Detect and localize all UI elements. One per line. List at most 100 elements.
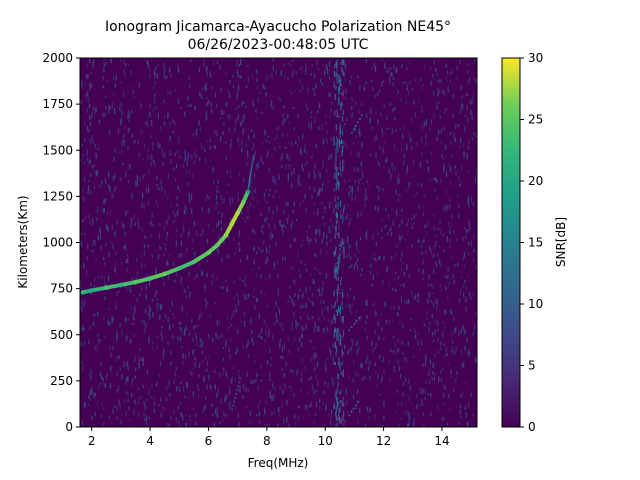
noise-pixel (192, 391, 195, 397)
noise-pixel (358, 347, 360, 351)
noise-pixel (91, 135, 93, 141)
noise-pixel (290, 385, 292, 392)
noise-pixel (442, 367, 444, 370)
band-pixel (334, 301, 336, 306)
noise-pixel (287, 76, 289, 81)
noise-pixel (82, 219, 84, 222)
noise-pixel (247, 420, 249, 426)
noise-pixel (199, 233, 202, 236)
band-pixel (342, 146, 344, 150)
noise-pixel (268, 223, 270, 228)
noise-pixel (327, 306, 329, 312)
noise-pixel (428, 380, 431, 384)
band-pixel (336, 113, 338, 118)
noise-pixel (319, 103, 321, 109)
noise-pixel (329, 114, 331, 118)
noise-pixel (396, 149, 398, 152)
band-pixel (338, 181, 340, 189)
noise-pixel (383, 104, 385, 108)
noise-pixel (217, 249, 219, 255)
noise-pixel (152, 224, 154, 227)
noise-pixel (286, 133, 288, 137)
noise-pixel (159, 360, 162, 367)
noise-pixel (343, 159, 345, 165)
noise-pixel (451, 312, 453, 315)
noise-pixel (308, 413, 310, 416)
noise-pixel (254, 150, 256, 156)
noise-pixel (294, 238, 297, 242)
noise-pixel (132, 86, 134, 90)
noise-pixel (252, 101, 254, 107)
noise-pixel (254, 188, 256, 194)
noise-pixel (272, 396, 274, 401)
noise-pixel (321, 187, 323, 192)
band-pixel (334, 110, 336, 116)
noise-pixel (470, 297, 472, 300)
noise-pixel (394, 409, 397, 413)
noise-pixel (288, 350, 290, 353)
noise-pixel (103, 276, 106, 283)
noise-pixel (389, 229, 391, 232)
band-pixel (334, 266, 336, 273)
noise-pixel (431, 375, 433, 382)
band-pixel (341, 150, 343, 156)
noise-pixel (89, 159, 91, 164)
noise-pixel (343, 141, 345, 147)
noise-pixel (357, 186, 359, 192)
noise-pixel (295, 422, 297, 427)
band-pixel (340, 103, 342, 111)
noise-pixel (206, 97, 208, 100)
noise-pixel (296, 113, 299, 120)
noise-pixel (420, 339, 423, 344)
noise-pixel (179, 190, 181, 193)
noise-pixel (123, 361, 125, 368)
noise-pixel (274, 179, 276, 185)
noise-pixel (313, 390, 315, 395)
noise-pixel (249, 203, 252, 207)
noise-pixel (110, 239, 112, 244)
noise-pixel (335, 142, 338, 148)
noise-pixel (323, 65, 325, 68)
noise-pixel (148, 310, 150, 314)
noise-pixel (196, 128, 199, 131)
band-pixel (336, 168, 338, 174)
noise-pixel (118, 151, 120, 154)
band-pixel (335, 182, 337, 187)
noise-pixel (432, 268, 435, 274)
noise-pixel (317, 289, 319, 292)
noise-pixel (143, 411, 145, 418)
noise-pixel (421, 343, 423, 346)
noise-pixel (231, 198, 234, 203)
noise-pixel (229, 170, 231, 174)
noise-pixel (459, 183, 461, 187)
noise-pixel (159, 222, 161, 227)
noise-pixel (101, 403, 103, 406)
noise-pixel (375, 111, 377, 115)
noise-pixel (414, 78, 417, 82)
noise-pixel (105, 224, 108, 229)
noise-pixel (377, 119, 379, 125)
noise-pixel (401, 147, 403, 152)
noise-pixel (391, 318, 394, 323)
noise-pixel (419, 347, 421, 351)
noise-pixel (361, 143, 363, 149)
noise-pixel (356, 341, 358, 347)
noise-pixel (260, 213, 262, 217)
noise-pixel (379, 145, 381, 151)
noise-pixel (264, 408, 266, 415)
noise-pixel (292, 69, 294, 76)
noise-pixel (450, 309, 452, 314)
band-pixel (334, 164, 336, 170)
noise-pixel (103, 68, 105, 73)
noise-pixel (452, 389, 455, 392)
noise-pixel (219, 64, 221, 70)
noise-pixel (99, 234, 102, 241)
noise-pixel (202, 87, 204, 92)
noise-pixel (299, 182, 301, 187)
noise-pixel (400, 284, 402, 287)
noise-pixel (176, 210, 179, 216)
noise-pixel (144, 404, 146, 410)
trace-point (147, 276, 153, 281)
noise-pixel (361, 169, 363, 174)
noise-pixel (153, 425, 155, 427)
